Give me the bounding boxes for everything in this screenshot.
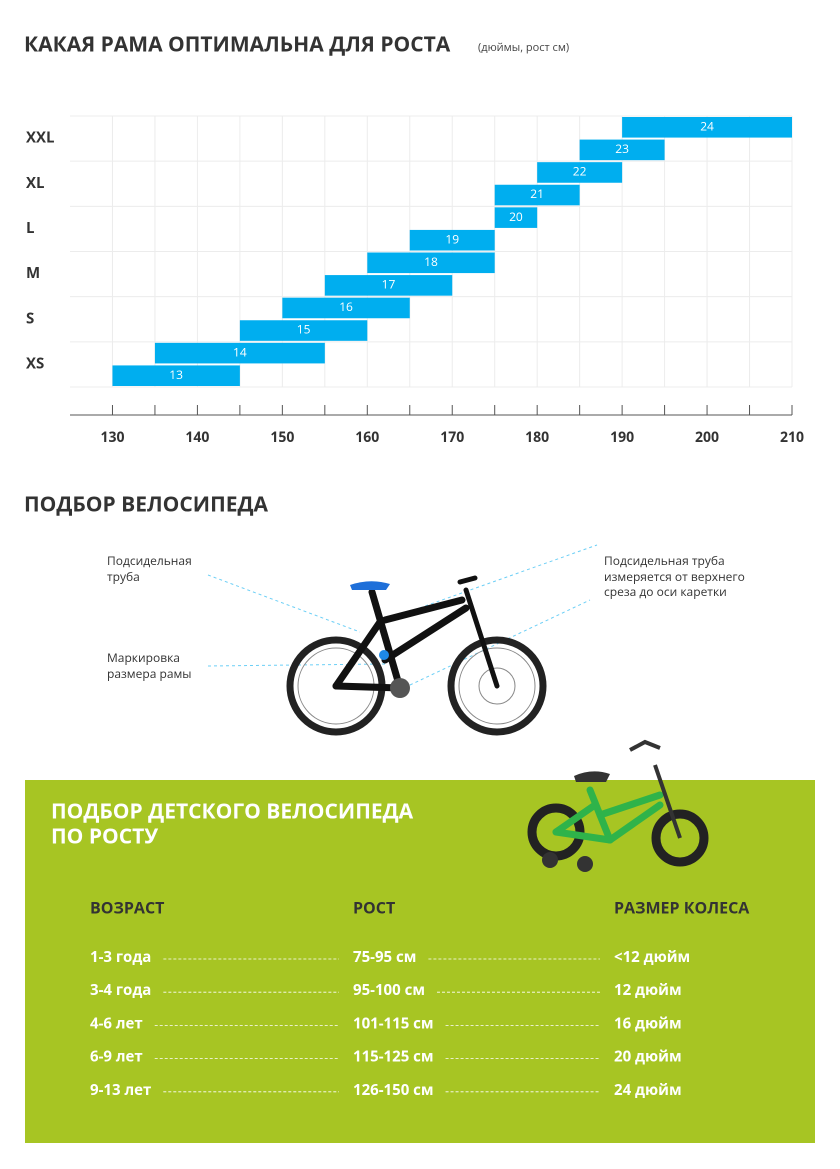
section-title: ПОДБОР ВЕЛОСИПЕДА	[24, 491, 269, 519]
y-tick-label: S	[26, 308, 34, 328]
kids-title: ПОДБОР ДЕТСКОГО ВЕЛОСИПЕДА	[51, 798, 414, 826]
bar	[239, 320, 368, 341]
kids-title: ПО РОСТУ	[51, 823, 158, 851]
table-cell: 126-150 см	[353, 1080, 434, 1100]
y-tick-label: XXL	[26, 128, 54, 148]
bar-label: 22	[573, 163, 587, 180]
table-cell: 115-125 см	[353, 1047, 434, 1067]
x-tick-label: 140	[185, 428, 209, 447]
table-cell: 12 дюйм	[614, 980, 682, 1000]
annotation: измеряется от верхнего	[604, 568, 745, 585]
table-cell: 24 дюйм	[614, 1080, 682, 1100]
bar-label: 20	[509, 208, 523, 225]
bar	[622, 117, 792, 138]
table-cell: 9-13 лет	[90, 1080, 151, 1100]
bar-label: 24	[700, 117, 714, 134]
x-tick-label: 150	[270, 428, 294, 447]
bar-label: 16	[339, 298, 353, 315]
bar-label: 14	[233, 343, 247, 360]
annotation: размера рамы	[107, 665, 192, 682]
bar-label: 18	[424, 253, 438, 270]
kids-panel	[25, 780, 815, 1143]
annotation: Подсидельная труба	[604, 552, 725, 569]
table-cell: 75-95 см	[353, 947, 416, 967]
bar-label: 17	[382, 276, 396, 293]
x-tick-label: 180	[525, 428, 549, 447]
bar	[112, 365, 240, 386]
bar-label: 13	[169, 366, 183, 383]
table-cell: 95-100 см	[353, 980, 425, 1000]
x-tick-label: 170	[440, 428, 464, 447]
bar	[494, 207, 538, 228]
x-tick-label: 130	[100, 428, 124, 447]
saddle	[350, 581, 390, 590]
table-cell: 101-115 см	[353, 1013, 434, 1033]
bar	[409, 229, 495, 251]
bar-label: 15	[297, 321, 311, 338]
bar	[494, 184, 580, 206]
y-tick-label: M	[26, 263, 40, 283]
bar-label: 19	[445, 230, 459, 247]
annotation: среза до оси каретки	[604, 583, 727, 600]
table-cell: 4-6 лет	[90, 1013, 143, 1033]
chart-subtitle: (дюймы, рост см)	[478, 40, 569, 55]
plot-area: 130 140 150 160 170 180 190 200 210 13 14 15 16 17 18 1…	[26, 115, 804, 447]
column-header: ВОЗРАСТ	[90, 896, 164, 918]
bar	[579, 139, 665, 161]
bar	[324, 275, 453, 296]
annotation: Маркировка	[107, 649, 180, 666]
x-tick-label: 190	[610, 428, 634, 447]
y-tick-label: L	[26, 218, 34, 238]
table-cell: 16 дюйм	[614, 1013, 682, 1033]
kids-bike	[527, 739, 709, 872]
table-cell: 20 дюйм	[614, 1047, 682, 1067]
bar	[154, 342, 325, 364]
bar	[282, 297, 410, 319]
table-cell: 3-4 года	[90, 980, 151, 1000]
column-header: РАЗМЕР КОЛЕСА	[614, 896, 750, 918]
annotation: Подсидельная	[107, 552, 192, 569]
y-tick-label: XL	[26, 173, 44, 193]
kids-table: ВОЗРАСТ РОСТ РАЗМЕР КОЛЕСА 1-3 года 75-95 см…	[90, 896, 750, 1100]
chart-title: КАКАЯ РАМА ОПТИМАЛЬНА ДЛЯ РОСТА	[24, 31, 451, 59]
bar-label: 23	[615, 140, 629, 157]
bike-illustration	[207, 544, 598, 736]
table-cell: 1-3 года	[90, 947, 151, 967]
annotation: труба	[107, 568, 140, 585]
table-cell: <12 дюйм	[614, 947, 690, 967]
bar-label: 21	[530, 185, 544, 202]
x-tick-label: 210	[780, 428, 804, 447]
table-cell: 6-9 лет	[90, 1047, 143, 1067]
bar	[367, 252, 495, 274]
bar	[537, 162, 623, 183]
column-header: РОСТ	[353, 896, 395, 918]
x-tick-label: 200	[695, 428, 719, 447]
x-tick-label: 160	[355, 428, 379, 447]
y-tick-label: XS	[26, 353, 44, 373]
